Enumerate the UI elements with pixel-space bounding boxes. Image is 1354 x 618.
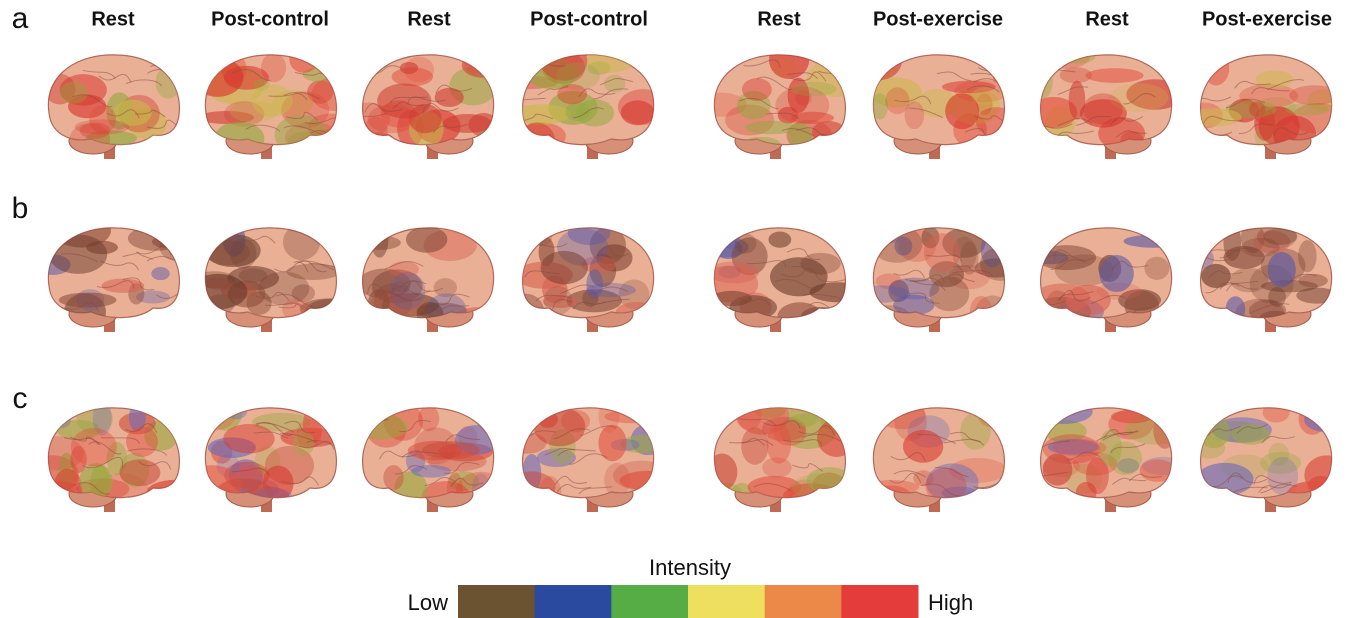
- column-header: Rest: [407, 8, 451, 30]
- brain-image: [188, 223, 359, 332]
- brain-image: [864, 400, 1013, 512]
- brain-image: [1029, 399, 1184, 512]
- colorbar-segment: [458, 585, 535, 618]
- row-label: b: [12, 192, 29, 225]
- brain-image: [1186, 51, 1345, 159]
- column-header: Rest: [1085, 8, 1129, 30]
- column-header: Rest: [91, 8, 135, 30]
- colorbar-segment: [765, 585, 842, 618]
- brain-image: [27, 400, 204, 512]
- column-header: Rest: [757, 8, 801, 30]
- brain-image: [506, 399, 675, 512]
- brain-image: [700, 218, 866, 332]
- brain-image: [498, 41, 668, 159]
- brain-image: [1194, 401, 1349, 515]
- column-header: Post-exercise: [873, 8, 1003, 30]
- row-label: c: [13, 382, 28, 415]
- brain-image: [353, 403, 506, 514]
- brain-image: [507, 221, 658, 332]
- brain-image: [1030, 228, 1182, 332]
- brain-image: [851, 217, 1020, 335]
- colorbar-title: Intensity: [649, 555, 731, 580]
- brain-image: [358, 221, 503, 332]
- colorbar-low: Low: [408, 590, 448, 615]
- figure: Intensity Low High Rest Post-control Rest P…: [0, 0, 1354, 618]
- colorbar-segment: [841, 585, 918, 618]
- colorbar-segment: [611, 585, 688, 618]
- brain-image: [1190, 223, 1337, 332]
- brain-image: [36, 213, 195, 332]
- colorbar-segment: [688, 585, 765, 618]
- column-header: Post-control: [530, 8, 648, 30]
- column-header: Post-control: [211, 8, 329, 30]
- brain-image: [184, 395, 343, 512]
- colorbar-high: High: [928, 590, 973, 615]
- brain-image: [192, 46, 359, 159]
- brain-image: [1030, 45, 1184, 159]
- brain-image: [347, 52, 505, 160]
- brain-image: [707, 394, 856, 512]
- brain-image: [695, 41, 866, 159]
- brain-image: [44, 55, 190, 159]
- column-header: Post-exercise: [1202, 8, 1332, 30]
- brain-image: [856, 41, 1017, 159]
- colorbar-segment: [535, 585, 612, 618]
- row-label: a: [12, 2, 29, 35]
